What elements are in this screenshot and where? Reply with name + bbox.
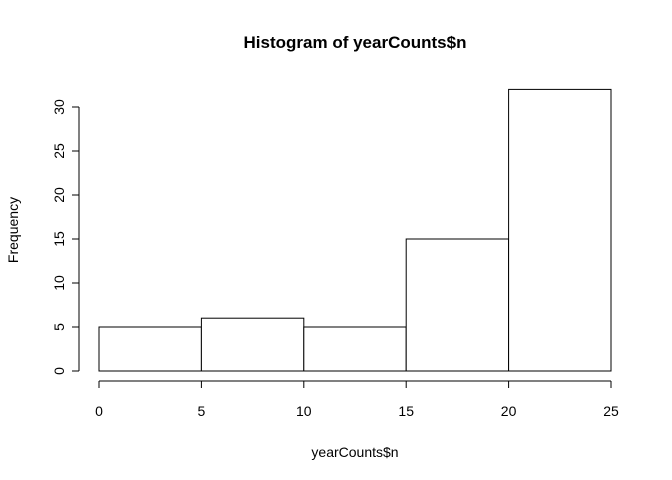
x-tick-label-20: 20: [501, 403, 517, 419]
x-tick-label-10: 10: [296, 403, 312, 419]
y-tick-label-30: 30: [51, 99, 67, 115]
x-tick-label-5: 5: [198, 403, 206, 419]
histogram-bar-0-5: [98, 326, 202, 372]
y-tick-label-10: 10: [51, 275, 67, 291]
y-tick-label-15: 15: [51, 231, 67, 247]
histogram-bar-5-10: [200, 317, 305, 372]
histogram-bar-10-15: [303, 326, 407, 372]
x-axis-label: yearCounts$n: [311, 444, 398, 460]
x-axis: 0 5 10 15 20 25: [95, 380, 619, 419]
y-axis: 0 5 10 15 20 25 30: [51, 99, 80, 375]
x-tick-label-0: 0: [95, 403, 103, 419]
y-tick-label-20: 20: [51, 187, 67, 203]
y-tick-label-0: 0: [51, 367, 67, 375]
histogram-bar-20-25: [508, 88, 612, 372]
y-tick-label-25: 25: [51, 143, 67, 159]
histogram-bars: [98, 88, 612, 372]
x-tick-label-15: 15: [398, 403, 414, 419]
y-axis-label: Frequency: [5, 197, 21, 263]
histogram-bar-15-20: [405, 238, 510, 372]
x-tick-label-25: 25: [603, 403, 619, 419]
chart-title: Histogram of yearCounts$n: [244, 33, 467, 52]
y-tick-label-5: 5: [51, 323, 67, 331]
